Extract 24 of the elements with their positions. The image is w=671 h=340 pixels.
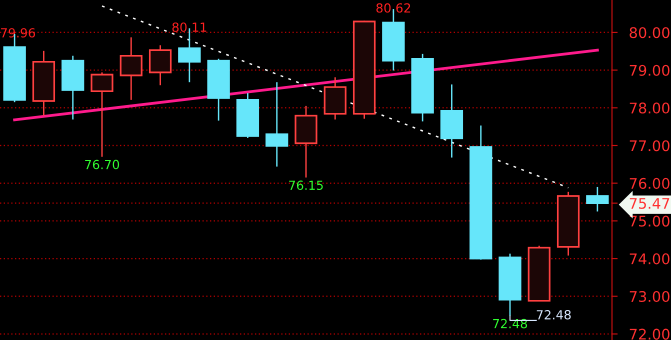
annotation: 79.96 [1, 28, 35, 38]
y-tick-label: 78.00 [630, 102, 670, 114]
candlestick [294, 105, 318, 178]
candlestick [440, 84, 464, 158]
y-tick-label: 80.00 [630, 27, 670, 38]
annotation: 80.62 [376, 3, 410, 13]
annotation: 72.48 [536, 310, 571, 320]
y-tick-label: 79.00 [630, 64, 670, 76]
annotation: 76.15 [289, 180, 323, 190]
y-tick-label: 72.00 [630, 328, 670, 340]
y-tick-label: 74.00 [630, 253, 670, 264]
y-tick-label: 77.00 [630, 140, 670, 152]
y-tick-label: 75.47 [630, 198, 670, 209]
candlestick [586, 186, 609, 212]
annotation: 80.11 [172, 22, 206, 32]
y-tick-label: 75.00 [630, 216, 670, 227]
y-tick-label: 76.00 [630, 178, 670, 189]
candlestick [32, 50, 56, 116]
annotation: 76.70 [85, 160, 120, 170]
candlestick [148, 44, 172, 86]
candlestick [120, 36, 142, 101]
candlestick [324, 76, 346, 120]
candlestick [266, 81, 288, 168]
y-tick-label: 73.00 [630, 290, 670, 302]
